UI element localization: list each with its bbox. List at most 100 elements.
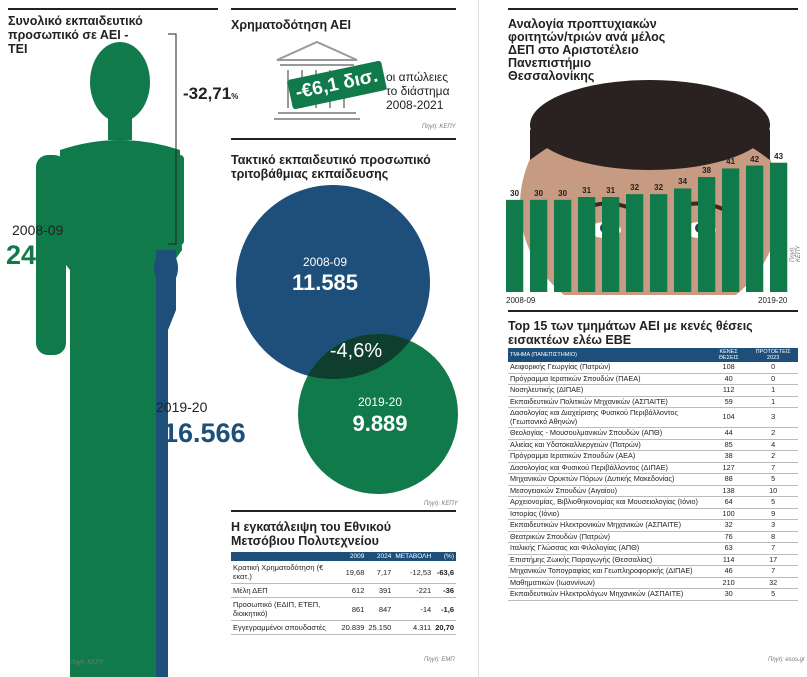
table-cell: -36 [433, 583, 456, 598]
bar-value-label: 31 [606, 186, 616, 195]
panel-title: Χρηματοδότηση ΑΕΙ [231, 18, 352, 32]
circle-2008 [236, 185, 430, 379]
table-cell: 612 [339, 583, 367, 598]
bar [626, 194, 644, 292]
table-cell: 32 [748, 577, 798, 589]
bar [770, 162, 788, 292]
panel-title: Αναλογία προπτυχιακών φοιτητών/τριών ανά… [508, 17, 666, 83]
table-cell: 2 [748, 427, 798, 440]
bar [554, 199, 572, 292]
year-label: 2019-20 [156, 399, 208, 415]
table-row: Μαθηματικών (Ιωαννίνων) 210 32 [508, 577, 798, 589]
year-label: 2008-09 [12, 222, 64, 238]
column-header [231, 552, 340, 561]
table-cell: 5 [748, 473, 798, 486]
table-cell: Αλιείας και Υδατοκαλλιεργειών (Πατρών) [508, 439, 709, 451]
column-header: 2009 [339, 552, 367, 561]
column-header: (%) [433, 552, 456, 561]
bar [530, 199, 548, 292]
table-cell: Θεολογίας - Μουσουλμανικών Σπουδών (ΑΠΘ) [508, 427, 709, 440]
bar-value-label: 32 [630, 183, 640, 193]
table-cell: 20,70 [433, 620, 456, 635]
table-cell: Εκπαιδευτικών Ηλεκτρολόγων Μηχανικών (ΑΣ… [508, 588, 709, 601]
separator [508, 310, 798, 312]
table-cell: Θεατρικών Σπουδών (Πατρών) [508, 531, 709, 543]
table-row: Μέλη ΔΕΠ 612 391 -221 -36 [231, 583, 456, 598]
bar [578, 197, 596, 292]
loss-description: οι απώλειες το διάστημα 2008-2021 [386, 70, 450, 112]
table-row: Ιστορίας (Ιόνιο) 100 9 [508, 508, 798, 520]
page-fold [478, 0, 479, 677]
table-cell: 114 [709, 554, 749, 566]
panel-title: Τακτικό εκπαιδευτικό προσωπικό τριτοβάθμ… [231, 153, 431, 181]
source-note: Πηγή: ΚΕΠΥ [422, 124, 456, 130]
circle-value: 11.585 [291, 270, 359, 295]
table-header: 2009 2024 ΜΕΤΑΒΟΛΗ (%) [231, 552, 456, 561]
table-row: Μεσογειακών Σπουδών (Αιγαίου) 138 10 [508, 485, 798, 497]
table-row: Αρχειονομίας, Βιβλιοθηκονομίας και Μουσε… [508, 496, 798, 509]
silhouette-figure [36, 33, 184, 677]
bar [602, 197, 620, 292]
table-cell: 32 [709, 519, 749, 532]
table-cell: Αειφορικής Γεωργίας (Πατρών) [508, 362, 709, 374]
bar [506, 199, 524, 292]
separator [231, 8, 456, 10]
table-cell: 10 [748, 485, 798, 497]
table-cell: Δασολογίας και Φυσικού Περιβάλλοντος (ΔΙ… [508, 462, 709, 474]
table-cell: Μεσογειακών Σπουδών (Αιγαίου) [508, 485, 709, 497]
table-cell: 38 [709, 450, 749, 463]
bar-value-label: 34 [678, 177, 688, 187]
axis-start-label: 2008-09 [506, 296, 536, 305]
circle-year: 2019-20 [357, 395, 403, 409]
table-row: Επιστήμης Ζωικής Παραγωγής (Θεσσαλίας) 11… [508, 554, 798, 566]
table-cell: Αρχειονομίας, Βιβλιοθηκονομίας και Μουσε… [508, 496, 709, 509]
table-row: Μηχανικών Ορυκτών Πόρων (Δυτικής Μακεδον… [508, 473, 798, 486]
ratio-bar-chart [506, 80, 788, 295]
panel-title: Top 15 των τμημάτων ΑΕΙ με κενές θέσεις … [508, 319, 753, 347]
table-cell: 85 [709, 439, 749, 451]
circle-change: -4,6% [329, 340, 383, 362]
table-cell: 25.150 [366, 620, 394, 635]
table-cell: 0 [748, 362, 798, 374]
table-cell: -14 [393, 597, 434, 621]
table-row: Προσωπικό (ΕΔΙΠ, ΕΤΕΠ, διοικητικό) 861 847… [231, 597, 456, 621]
table-cell: 9 [748, 508, 798, 520]
table-cell: 63 [709, 542, 749, 555]
column-header: ΜΕΤΑΒΟΛΗ [393, 552, 434, 561]
table-cell: 40 [709, 373, 749, 385]
table-row: Δασολογίας και Φυσικού Περιβάλλοντος (ΔΙ… [508, 462, 798, 474]
table-cell: Πρόγραμμα Ιερατικών Σπουδών (ΑΕΑ) [508, 450, 709, 463]
table-cell: Νοσηλευτικής (ΔΙΠΑΕ) [508, 384, 709, 397]
table-cell: 4.311 [393, 620, 434, 635]
table-cell: 108 [709, 362, 749, 374]
table-cell: 88 [709, 473, 749, 486]
table-cell: 100 [709, 508, 749, 520]
table-cell: 7 [748, 542, 798, 555]
table-cell: Επιστήμης Ζωικής Παραγωγής (Θεσσαλίας) [508, 554, 709, 566]
column-header: 2024 [366, 552, 394, 561]
table-row: Θεολογίας - Μουσουλμανικών Σπουδών (ΑΠΘ)… [508, 427, 798, 440]
table-cell: Μαθηματικών (Ιωαννίνων) [508, 577, 709, 589]
change-percent: -32,71% [183, 84, 239, 103]
table-cell: Εκπαιδευτικών Πολιτικών Μηχανικών (ΑΣΠΑΙ… [508, 396, 709, 408]
table-cell: 210 [709, 577, 749, 589]
table-cell: 76 [709, 531, 749, 543]
panel-title: Η εγκατάλειψη του Εθνικού Μετσόβιου Πολυ… [231, 520, 392, 548]
separator [231, 510, 456, 512]
staff-value: 16.566 [163, 418, 246, 448]
table-cell: 4 [748, 439, 798, 451]
table-cell: 1 [748, 384, 798, 397]
bar-value-label: 32 [654, 183, 664, 193]
table-row: Εκπαιδευτικών Πολιτικών Μηχανικών (ΑΣΠΑΙ… [508, 396, 798, 408]
panel-title: Συνολικό εκπαιδευτικό προσωπικό σε ΑΕΙ -… [8, 14, 143, 56]
table-cell: 7 [748, 565, 798, 578]
table-cell: Πρόγραμμα Ιερατικών Σπουδών (ΠΑΕΑ) [508, 373, 709, 385]
bar-value-label: 31 [582, 186, 592, 195]
source-note: Πηγή: ΚΕΠΥ [424, 501, 458, 507]
table-cell: 3 [748, 407, 798, 428]
table-cell: 861 [339, 597, 367, 621]
bar-value-label: 43 [774, 151, 784, 161]
circle-year: 2008-09 [302, 255, 348, 269]
bar [650, 194, 668, 292]
table-cell: 0 [748, 373, 798, 385]
